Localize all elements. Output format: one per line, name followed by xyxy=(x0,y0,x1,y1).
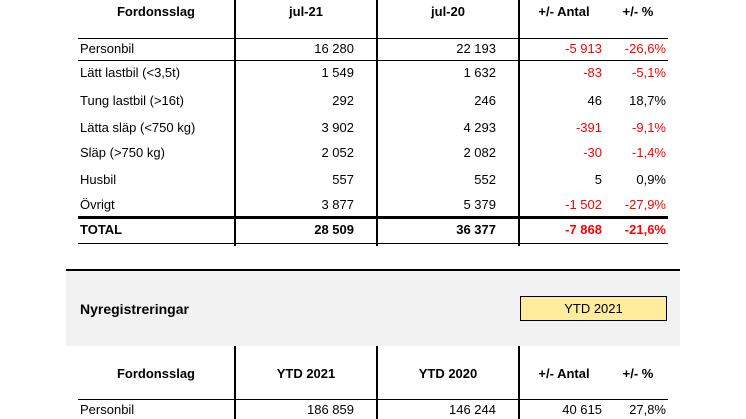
t1-row3-diff: -391 xyxy=(575,120,602,135)
t1-bottom-rule xyxy=(78,243,668,244)
t1-row4-a: 2 052 xyxy=(321,145,354,160)
t2-row0-b: 146 244 xyxy=(449,402,496,417)
t1-row1-label: Lätt lastbil (<3,5t) xyxy=(80,65,181,80)
t1-header-diff: +/- Antal xyxy=(538,4,590,19)
t1-row3-pct: -9,1% xyxy=(632,120,666,135)
t2-row0-diff: 40 615 xyxy=(562,402,602,417)
section2-top-rule xyxy=(66,269,680,271)
t1-total-pct: -21,6% xyxy=(624,222,666,237)
t1-row2-b: 246 xyxy=(474,93,496,108)
t1-row5-label: Husbil xyxy=(80,172,117,187)
t2-header-ytd2021: YTD 2021 xyxy=(276,366,336,381)
t2-row0-label: Personbil xyxy=(80,402,135,417)
t1-row5-a: 557 xyxy=(332,172,354,187)
t2-header-diff: +/- Antal xyxy=(538,366,590,381)
t2-vline-2 xyxy=(376,346,378,419)
t1-header-rule xyxy=(78,38,668,39)
t2-header-fordonsslag: Fordonsslag xyxy=(116,366,195,381)
t1-row6-b: 5 379 xyxy=(463,197,496,212)
t2-vline-1 xyxy=(234,346,236,419)
t1-row1-a: 1 549 xyxy=(321,65,354,80)
t2-header-rule xyxy=(78,399,668,400)
t1-vline-1 xyxy=(234,0,236,246)
t1-total-b: 36 377 xyxy=(456,222,496,237)
t2-header-pct: +/- % xyxy=(622,366,654,381)
t1-row5-b: 552 xyxy=(474,172,496,187)
t1-header-jul20: jul-20 xyxy=(431,4,465,19)
t1-row4-diff: -30 xyxy=(583,145,602,160)
ytd-badge: YTD 2021 xyxy=(520,296,667,321)
t2-header-ytd2020: YTD 2020 xyxy=(418,366,478,381)
t1-row1-pct: -5,1% xyxy=(632,65,666,80)
t2-row0-a: 186 859 xyxy=(307,402,354,417)
t1-row6-pct: -27,9% xyxy=(624,197,666,212)
t1-row0-rule xyxy=(78,60,668,61)
t1-row2-a: 292 xyxy=(332,93,354,108)
t1-row2-diff: 46 xyxy=(587,93,602,108)
t1-total-diff: -7 868 xyxy=(565,222,602,237)
t1-row2-pct: 18,7% xyxy=(629,93,666,108)
t1-row6-label: Övrigt xyxy=(80,197,115,212)
t1-row0-label: Personbil xyxy=(80,41,135,56)
t1-row4-label: Släp (>750 kg) xyxy=(80,145,165,160)
t2-row0-pct: 27,8% xyxy=(629,402,666,417)
t2-vline-3 xyxy=(518,346,520,419)
t1-vline-2 xyxy=(376,0,378,246)
t1-row6-a: 3 877 xyxy=(321,197,354,212)
t1-row5-diff: 5 xyxy=(594,172,602,187)
t1-header-jul21: jul-21 xyxy=(289,4,323,19)
t1-vline-3 xyxy=(518,0,520,246)
t1-row0-pct: -26,6% xyxy=(624,41,666,56)
t1-row3-b: 4 293 xyxy=(463,120,496,135)
section2-title: Nyregistreringar xyxy=(80,301,189,317)
t1-row0-b: 22 193 xyxy=(456,41,496,56)
t1-row2-label: Tung lastbil (>16t) xyxy=(80,93,184,108)
t1-row0-diff: -5 913 xyxy=(565,41,602,56)
t1-header-fordonsslag: Fordonsslag xyxy=(116,4,195,19)
t1-row1-b: 1 632 xyxy=(463,65,496,80)
t1-row3-label: Lätta släp (<750 kg) xyxy=(80,120,196,135)
t1-row4-b: 2 082 xyxy=(463,145,496,160)
t1-total-label: TOTAL xyxy=(80,222,123,237)
t1-row0-a: 16 280 xyxy=(314,41,354,56)
t1-row4-pct: -1,4% xyxy=(632,145,666,160)
t1-header-pct: +/- % xyxy=(622,4,654,19)
t1-row6-diff: -1 502 xyxy=(565,197,602,212)
t1-row1-diff: -83 xyxy=(583,65,602,80)
t1-total-a: 28 509 xyxy=(314,222,354,237)
t1-total-rule xyxy=(78,216,668,219)
t1-row3-a: 3 902 xyxy=(321,120,354,135)
t1-row5-pct: 0,9% xyxy=(636,172,666,187)
